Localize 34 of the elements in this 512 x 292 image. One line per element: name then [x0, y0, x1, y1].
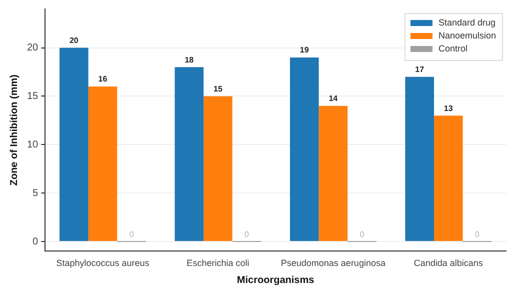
x-tick-label: Staphylococcus aureus — [56, 258, 150, 268]
y-tick-label: 10 — [27, 139, 39, 150]
legend-label: Nanoemulsion — [438, 30, 496, 40]
data-label: 13 — [444, 104, 454, 113]
data-label: 0 — [360, 230, 365, 240]
bar — [60, 48, 88, 242]
bar — [405, 76, 434, 242]
legend-label: Standard drug — [438, 17, 496, 28]
data-label: 16 — [98, 74, 108, 84]
data-label: 0 — [129, 230, 134, 240]
y-axis-title: Zone of Inhibition (mm) — [8, 74, 20, 186]
data-label: 0 — [244, 230, 250, 240]
bar — [204, 96, 232, 242]
data-label: 15 — [214, 84, 223, 94]
legend-label: Control — [438, 43, 468, 54]
data-label: 18 — [184, 55, 194, 64]
data-label: 0 — [474, 230, 480, 240]
data-label: 19 — [300, 46, 310, 55]
bar — [174, 67, 204, 242]
x-axis-title: Microorganisms — [236, 274, 315, 286]
bar — [290, 57, 319, 242]
y-tick-label: 0 — [32, 236, 39, 248]
bar — [434, 116, 463, 242]
data-label: 17 — [415, 65, 425, 74]
x-tick-label: Escherichia coli — [186, 258, 250, 268]
data-label: 14 — [328, 94, 338, 104]
y-tick-label: 5 — [32, 188, 39, 199]
bar — [318, 106, 348, 242]
x-tick-label: Pseudomonas aeruginosa — [280, 258, 386, 268]
bar — [88, 86, 118, 242]
y-tick-label: 15 — [27, 90, 39, 102]
data-label: 20 — [69, 36, 79, 45]
y-tick-label: 20 — [27, 42, 39, 54]
x-tick-label: Candida albicans — [414, 258, 484, 268]
